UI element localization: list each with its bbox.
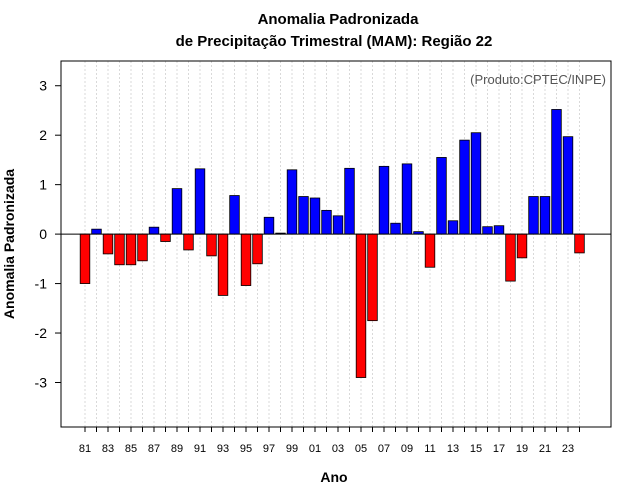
bar-82 xyxy=(91,228,102,235)
bar-91 xyxy=(194,168,206,235)
bar-17 xyxy=(493,225,505,235)
y-tick-label: 1 xyxy=(39,177,47,193)
x-tick-label: 87 xyxy=(148,443,160,455)
x-tick-label: 85 xyxy=(125,443,137,455)
x-tick-label: 13 xyxy=(447,443,459,455)
x-tick-label: 99 xyxy=(286,443,298,455)
bar-24 xyxy=(574,233,585,254)
bar-14 xyxy=(459,139,470,235)
bar-90 xyxy=(183,233,194,251)
bar-92 xyxy=(206,233,217,257)
bar-94 xyxy=(229,195,240,235)
plot-frame xyxy=(60,60,612,428)
x-tick-label: 97 xyxy=(263,443,275,455)
x-tick-label: 07 xyxy=(378,443,390,455)
bar-02 xyxy=(321,209,332,235)
bar-23 xyxy=(562,136,574,235)
y-axis-label: Anomalia Padronizada xyxy=(1,169,17,319)
y-tick-label: -3 xyxy=(35,374,48,390)
bar-85 xyxy=(125,233,137,266)
x-tick-label: 19 xyxy=(516,443,528,455)
bar-89 xyxy=(171,188,183,235)
bar-22 xyxy=(551,109,562,235)
x-tick-label: 83 xyxy=(102,443,114,455)
bar-19 xyxy=(516,233,528,259)
bar-96 xyxy=(252,233,263,265)
x-tick-label: 89 xyxy=(171,443,183,455)
bar-06 xyxy=(367,233,378,322)
x-tick-label: 21 xyxy=(539,443,551,455)
y-tick-label: -1 xyxy=(35,276,48,292)
y-tick-label: 2 xyxy=(39,127,47,143)
x-tick-label: 01 xyxy=(309,443,321,455)
bar-20 xyxy=(528,196,539,235)
bar-07 xyxy=(378,165,390,235)
chart-subtitle: de Precipitação Trimestral (MAM): Região… xyxy=(176,33,493,50)
bars-group xyxy=(79,109,585,378)
bar-87 xyxy=(148,226,160,235)
bar-83 xyxy=(102,233,114,255)
x-axis-label: Ano xyxy=(320,469,347,485)
bar-15 xyxy=(470,132,482,235)
bar-88 xyxy=(160,233,171,242)
x-tick-label: 93 xyxy=(217,443,229,455)
x-tick-label: 09 xyxy=(401,443,413,455)
y-axis: -3 -2 -1 0 1 2 3 xyxy=(35,78,61,390)
bar-09 xyxy=(401,163,413,235)
vertical-gridlines xyxy=(84,61,580,427)
y-tick-label: 0 xyxy=(39,226,47,242)
x-tick-label: 05 xyxy=(355,443,367,455)
bar-18 xyxy=(505,233,516,282)
x-tick-label: 91 xyxy=(194,443,206,455)
bar-05 xyxy=(355,233,367,378)
bar-99 xyxy=(286,169,298,235)
credit-annotation: (Produto:CPTEC/INPE) xyxy=(470,72,606,87)
bar-21 xyxy=(539,196,551,235)
x-tick-label: 15 xyxy=(470,443,482,455)
bar-00 xyxy=(298,196,309,235)
bar-13 xyxy=(447,220,459,235)
bar-08 xyxy=(390,222,401,235)
x-tick-label: 81 xyxy=(79,443,91,455)
x-axis: 81 83 85 87 89 91 93 95 97 99 01 03 05 07 09 11 13 15 17 19… xyxy=(79,427,580,455)
chart-title: Anomalia Padronizada xyxy=(258,11,420,28)
bar-12 xyxy=(436,157,447,235)
bar-16 xyxy=(482,226,493,235)
bar-97 xyxy=(263,216,275,235)
y-tick-label: -2 xyxy=(35,325,48,341)
bar-03 xyxy=(332,215,344,235)
bar-95 xyxy=(240,233,252,286)
bar-86 xyxy=(137,233,148,262)
x-tick-label: 03 xyxy=(332,443,344,455)
bar-84 xyxy=(114,233,125,266)
x-tick-label: 11 xyxy=(424,443,435,455)
x-tick-label: 95 xyxy=(240,443,252,455)
bar-11 xyxy=(424,233,436,268)
x-tick-label: 17 xyxy=(493,443,505,455)
bar-93 xyxy=(217,233,229,296)
bar-81 xyxy=(79,233,91,284)
bar-01 xyxy=(309,197,321,235)
bar-04 xyxy=(344,167,355,235)
y-tick-label: 3 xyxy=(39,78,47,94)
x-tick-label: 23 xyxy=(562,443,574,455)
